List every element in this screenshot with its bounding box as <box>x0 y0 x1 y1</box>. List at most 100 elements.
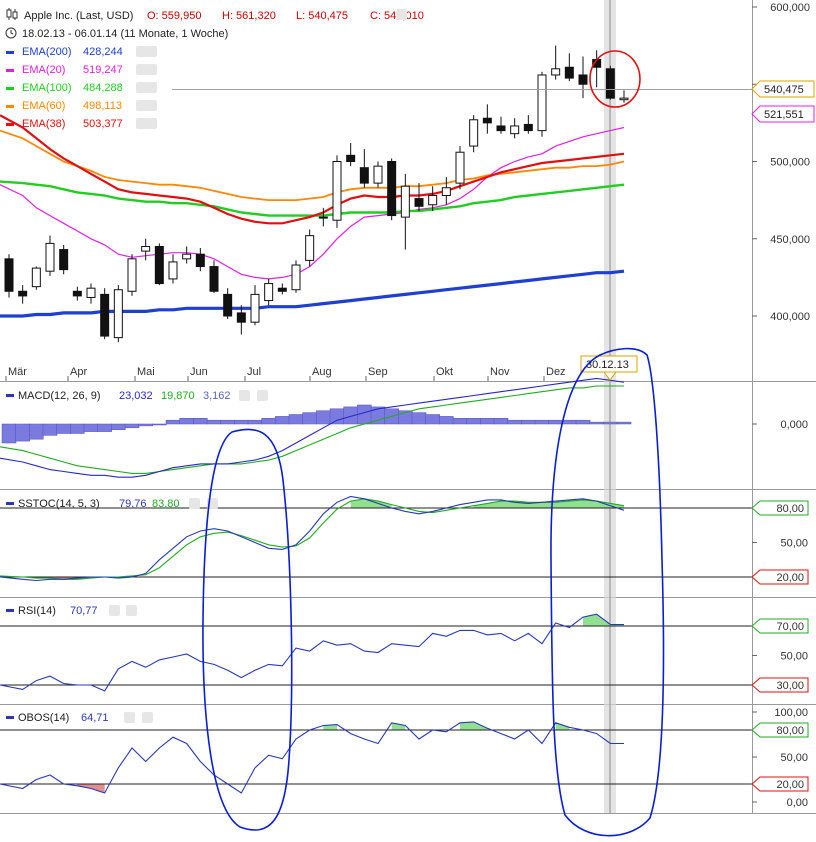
macd-histogram-bar <box>138 423 153 427</box>
candle <box>332 155 342 228</box>
obos-close-icon[interactable] <box>142 712 153 723</box>
candle <box>564 53 574 82</box>
candle <box>59 244 69 275</box>
legend-entry: EMA(200) 428,244 <box>6 46 157 58</box>
macd-settings-icon[interactable] <box>239 390 250 401</box>
blue-annotation-loop-left <box>202 428 293 831</box>
sstoc-label: SSTOC(14, 5, 3) 79,76 83,80 <box>6 498 218 510</box>
rsi-line <box>0 613 624 692</box>
month-tick-label: Aug <box>312 366 332 378</box>
svg-text:3,162: 3,162 <box>203 390 231 402</box>
macd-histogram-bar <box>1 423 17 444</box>
legend-entry: EMA(100) 484,288 <box>6 82 157 94</box>
macd-histogram-bar <box>261 418 276 425</box>
legend-name: EMA(38) <box>22 118 65 130</box>
month-tick-label: Okt <box>436 366 453 378</box>
price-tick-label: 500,000 <box>770 157 810 169</box>
candle <box>18 285 28 304</box>
legend-settings-icon[interactable] <box>136 82 147 93</box>
legend-close-icon[interactable] <box>146 46 157 57</box>
candle <box>141 238 151 261</box>
indicator-axis-label: 100,00 <box>774 707 808 719</box>
ema-line-ema200 <box>0 269 625 318</box>
candle <box>223 288 233 320</box>
candle <box>578 56 588 99</box>
indicator-axis-label: 0,00 <box>787 797 808 809</box>
candle <box>346 142 356 167</box>
macd-histogram-bar <box>575 419 591 425</box>
legend-close-icon[interactable] <box>146 64 157 75</box>
month-tick-label: Mär <box>8 366 27 378</box>
indicator-axis-label: 80,00 <box>776 725 804 737</box>
settings-icon[interactable] <box>396 9 407 20</box>
svg-text:64,71: 64,71 <box>81 712 109 724</box>
candle <box>400 173 410 250</box>
macd-histogram-bar <box>206 419 222 425</box>
candle <box>619 90 629 103</box>
svg-text:521,551: 521,551 <box>764 109 804 121</box>
legend-settings-icon[interactable] <box>136 46 147 57</box>
candle <box>209 260 219 293</box>
macd-histogram-bar <box>83 423 99 432</box>
legend-value: 503,377 <box>83 118 123 130</box>
legend-name: EMA(100) <box>22 82 72 94</box>
macd-histogram-bar <box>616 421 632 425</box>
sstoc-k-line <box>0 495 625 582</box>
ohlc-high: H: 561,320 <box>222 10 276 22</box>
indicator-axis-label: 50,00 <box>780 752 808 764</box>
candle <box>318 207 328 227</box>
legend-close-icon[interactable] <box>146 82 157 93</box>
macd-histogram-bar <box>29 423 44 440</box>
legend-settings-icon[interactable] <box>136 118 147 129</box>
indicator-axis-label: 80,00 <box>776 503 804 515</box>
ohlc-open: O: 559,950 <box>147 10 201 22</box>
month-tick-label: Sep <box>368 366 388 378</box>
legend-settings-icon[interactable] <box>136 64 147 75</box>
svg-text:540,475: 540,475 <box>764 84 804 96</box>
macd-histogram-bar <box>589 421 604 425</box>
legend-value: 484,288 <box>83 82 123 94</box>
indicator-axis-label: 20,00 <box>776 779 804 791</box>
macd-histogram-bar <box>247 419 263 425</box>
month-tick-label: Apr <box>70 366 87 378</box>
macd-histogram-bar <box>288 414 304 425</box>
macd-histogram-bar <box>411 412 427 425</box>
macd-histogram-bar <box>179 418 194 425</box>
legend-entry: EMA(38) 503,377 <box>6 118 157 130</box>
candle <box>182 246 192 264</box>
candle <box>291 260 301 293</box>
obos-panel: 100,00 80,00 50,00 20,00 0,00 <box>0 707 809 809</box>
sstoc-settings-icon[interactable] <box>189 498 200 509</box>
instrument-title: Apple Inc. (Last, USD) <box>24 10 133 22</box>
candle <box>510 118 520 139</box>
macd-close-icon[interactable] <box>257 390 268 401</box>
legend-close-icon[interactable] <box>146 100 157 111</box>
rsi-settings-icon[interactable] <box>109 605 120 616</box>
macd-panel: 0,000 <box>0 377 808 478</box>
macd-histogram-bar <box>220 419 235 425</box>
indicator-axis-label: 20,00 <box>776 572 804 584</box>
legend-entry: EMA(60) 498,113 <box>6 100 157 112</box>
period-label: 18.02.13 - 06.01.14 (11 Monate, 1 Woche) <box>22 28 228 40</box>
indicator-axis-label: 50,00 <box>780 651 808 663</box>
svg-text:MACD(12, 26, 9): MACD(12, 26, 9) <box>18 390 101 402</box>
indicator-axis-label: 30,00 <box>776 680 804 692</box>
macd-histogram-bar <box>521 419 536 425</box>
date-marker: 30.12.13 <box>580 355 638 381</box>
candle <box>168 254 178 284</box>
overbought-zone <box>583 614 624 626</box>
rsi-close-icon[interactable] <box>126 605 137 616</box>
legend-close-icon[interactable] <box>146 118 157 129</box>
obos-settings-icon[interactable] <box>124 712 135 723</box>
macd-histogram-bar <box>493 418 509 425</box>
candle <box>428 186 438 211</box>
svg-text:SSTOC(14, 5, 3): SSTOC(14, 5, 3) <box>18 498 100 510</box>
legend-settings-icon[interactable] <box>136 100 147 111</box>
price-tick-label: 450,000 <box>770 234 810 246</box>
ema-line-ema60 <box>0 129 625 202</box>
macd-histogram-bar <box>466 418 481 425</box>
macd-histogram-bar <box>480 418 495 425</box>
candle <box>113 285 123 343</box>
macd-histogram-bar <box>56 423 71 434</box>
